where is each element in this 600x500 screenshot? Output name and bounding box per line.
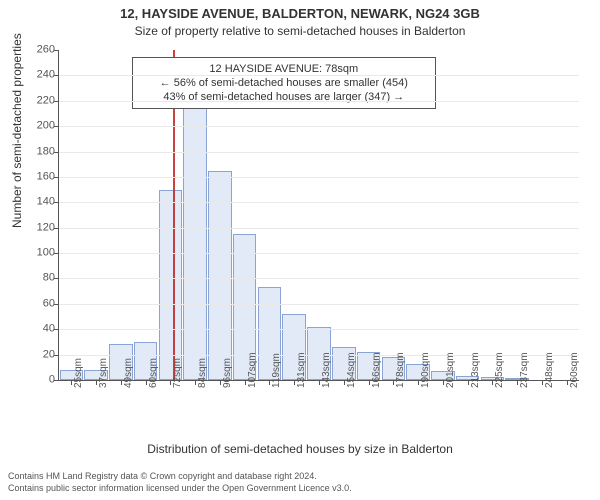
x-tick-label: 25sqm [68,358,84,388]
x-tick-label: 72sqm [167,358,183,388]
y-gridline [59,278,579,279]
plot-area: 12 HAYSIDE AVENUE: 78sqm ← 56% of semi-d… [58,50,579,381]
x-tick-label: 178sqm [390,352,406,388]
x-tick-label: 190sqm [415,352,431,388]
x-tick-label: 119sqm [266,353,282,388]
x-tick-label: 49sqm [118,358,134,388]
x-tick-label: 213sqm [465,352,481,388]
x-tick-label: 60sqm [143,358,159,388]
y-tick-label: 40 [43,324,59,335]
y-tick-label: 220 [37,95,59,106]
y-tick-label: 200 [37,121,59,132]
y-tick-label: 100 [37,248,59,259]
y-axis-label: Number of semi-detached properties [10,33,24,228]
x-tick-label: 96sqm [217,358,233,388]
y-tick-label: 0 [49,375,59,386]
x-tick-label: 225sqm [489,352,505,388]
y-gridline [59,177,579,178]
y-gridline [59,304,579,305]
x-tick-label: 131sqm [291,352,307,388]
footer-line2: Contains public sector information licen… [8,482,352,494]
y-gridline [59,126,579,127]
x-axis-label: Distribution of semi-detached houses by … [0,442,600,456]
y-tick-label: 20 [43,349,59,360]
y-gridline [59,329,579,330]
chart-container: 12, HAYSIDE AVENUE, BALDERTON, NEWARK, N… [0,0,600,500]
chart-title: 12, HAYSIDE AVENUE, BALDERTON, NEWARK, N… [0,6,600,21]
x-tick-label: 154sqm [341,352,357,388]
y-tick-label: 160 [37,171,59,182]
y-gridline [59,152,579,153]
y-gridline [59,202,579,203]
y-gridline [59,101,579,102]
y-gridline [59,253,579,254]
histogram-bar [183,107,207,380]
chart-subtitle: Size of property relative to semi-detach… [0,24,600,38]
x-tick-label: 143sqm [316,352,332,388]
x-tick-label: 166sqm [366,352,382,388]
y-gridline [59,228,579,229]
x-tick-label: 201sqm [440,352,456,388]
histogram-bar [159,190,183,380]
y-tick-label: 140 [37,197,59,208]
y-tick-label: 180 [37,146,59,157]
x-tick-label: 84sqm [192,358,208,388]
x-tick-label: 248sqm [539,352,555,388]
footer-line1: Contains HM Land Registry data © Crown c… [8,470,352,482]
y-tick-label: 260 [37,45,59,56]
x-tick-label: 237sqm [514,352,530,388]
annotation-line2: ← 56% of semi-detached houses are smalle… [139,76,429,90]
y-tick-label: 80 [43,273,59,284]
footer-attribution: Contains HM Land Registry data © Crown c… [8,470,352,494]
x-tick-label: 37sqm [93,358,109,388]
x-tick-label: 107sqm [242,352,258,388]
x-tick-label: 260sqm [564,352,580,388]
y-tick-label: 240 [37,70,59,81]
y-tick-label: 120 [37,222,59,233]
y-tick-label: 60 [43,298,59,309]
annotation-line1: 12 HAYSIDE AVENUE: 78sqm [139,62,429,76]
y-gridline [59,75,579,76]
